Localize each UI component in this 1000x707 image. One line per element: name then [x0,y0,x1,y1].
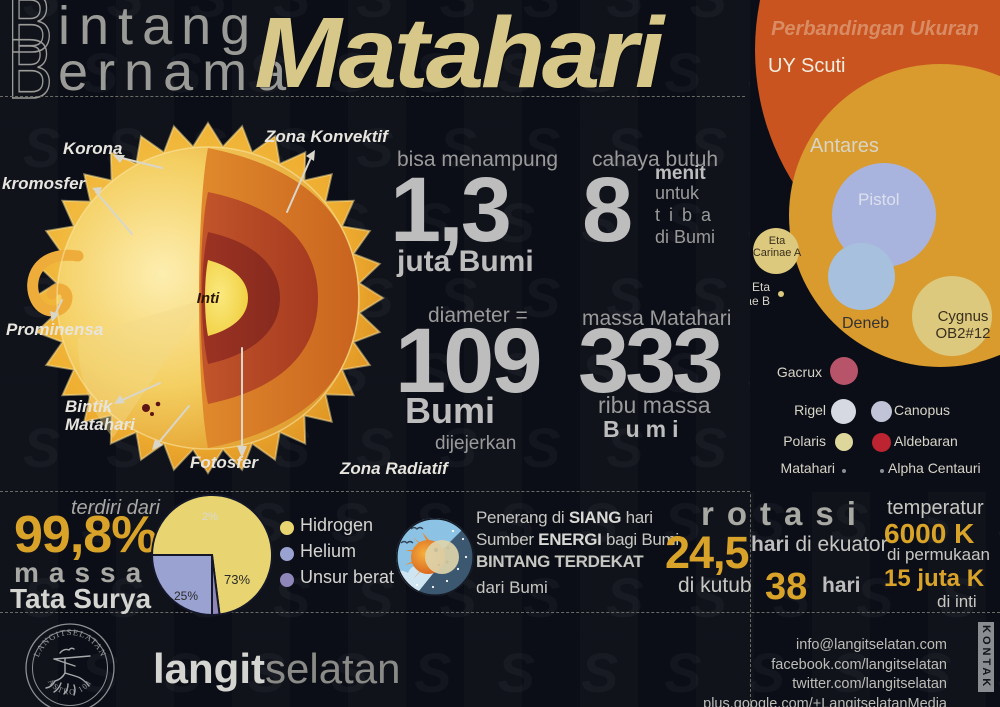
svg-text:ASTRO 101: ASTRO 101 [46,677,94,696]
